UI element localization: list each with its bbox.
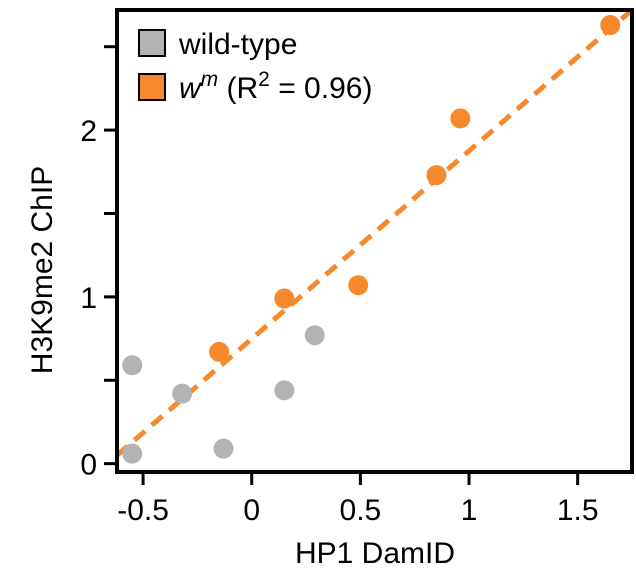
legend-label-wm-r2-superscript: 2: [258, 68, 270, 91]
data-points: [122, 15, 621, 464]
point-wild-type: [274, 380, 295, 401]
y-axis-title: H3K9me2 ChIP: [26, 166, 59, 374]
point-wild-type: [122, 443, 143, 464]
point-wm: [450, 108, 471, 129]
point-wild-type: [213, 438, 234, 459]
x-tick-label: 0.5: [340, 494, 382, 527]
legend-label-wm-r: (R: [218, 72, 258, 105]
legend-swatch-wild-type: [138, 29, 166, 57]
y-tick-label: 0: [80, 449, 97, 482]
y-tick-label: 1: [80, 282, 97, 315]
point-wm: [274, 288, 295, 309]
x-axis-title: HP1 DamID: [295, 537, 455, 570]
legend-label-wild-type: wild-type: [178, 28, 297, 61]
x-tick-label: 0: [243, 494, 260, 527]
point-wm: [426, 165, 447, 186]
legend-label-wm-superscript: m: [201, 68, 219, 91]
plot-frame: [115, 8, 634, 474]
legend-swatch-wm: [138, 73, 166, 101]
point-wild-type: [172, 383, 193, 404]
y-tick-label: 2: [80, 115, 97, 148]
point-wm: [209, 341, 230, 362]
legend-label-wm: wm (R2 = 0.96): [179, 68, 372, 105]
legend: wild-type wm (R2 = 0.96): [138, 28, 372, 105]
x-tick-label: -0.5: [117, 494, 169, 527]
axis-ticks: -0.5 0 0.5 1 1.5 0 1 2: [80, 45, 599, 527]
legend-label-wm-italic: w: [179, 72, 203, 105]
point-wm: [600, 15, 621, 36]
point-wild-type: [304, 325, 325, 346]
point-wild-type: [122, 355, 143, 376]
x-tick-label: 1.5: [557, 494, 599, 527]
x-tick-label: 1: [461, 494, 478, 527]
point-wm: [348, 275, 369, 296]
legend-label-wm-value: = 0.96): [270, 72, 373, 105]
